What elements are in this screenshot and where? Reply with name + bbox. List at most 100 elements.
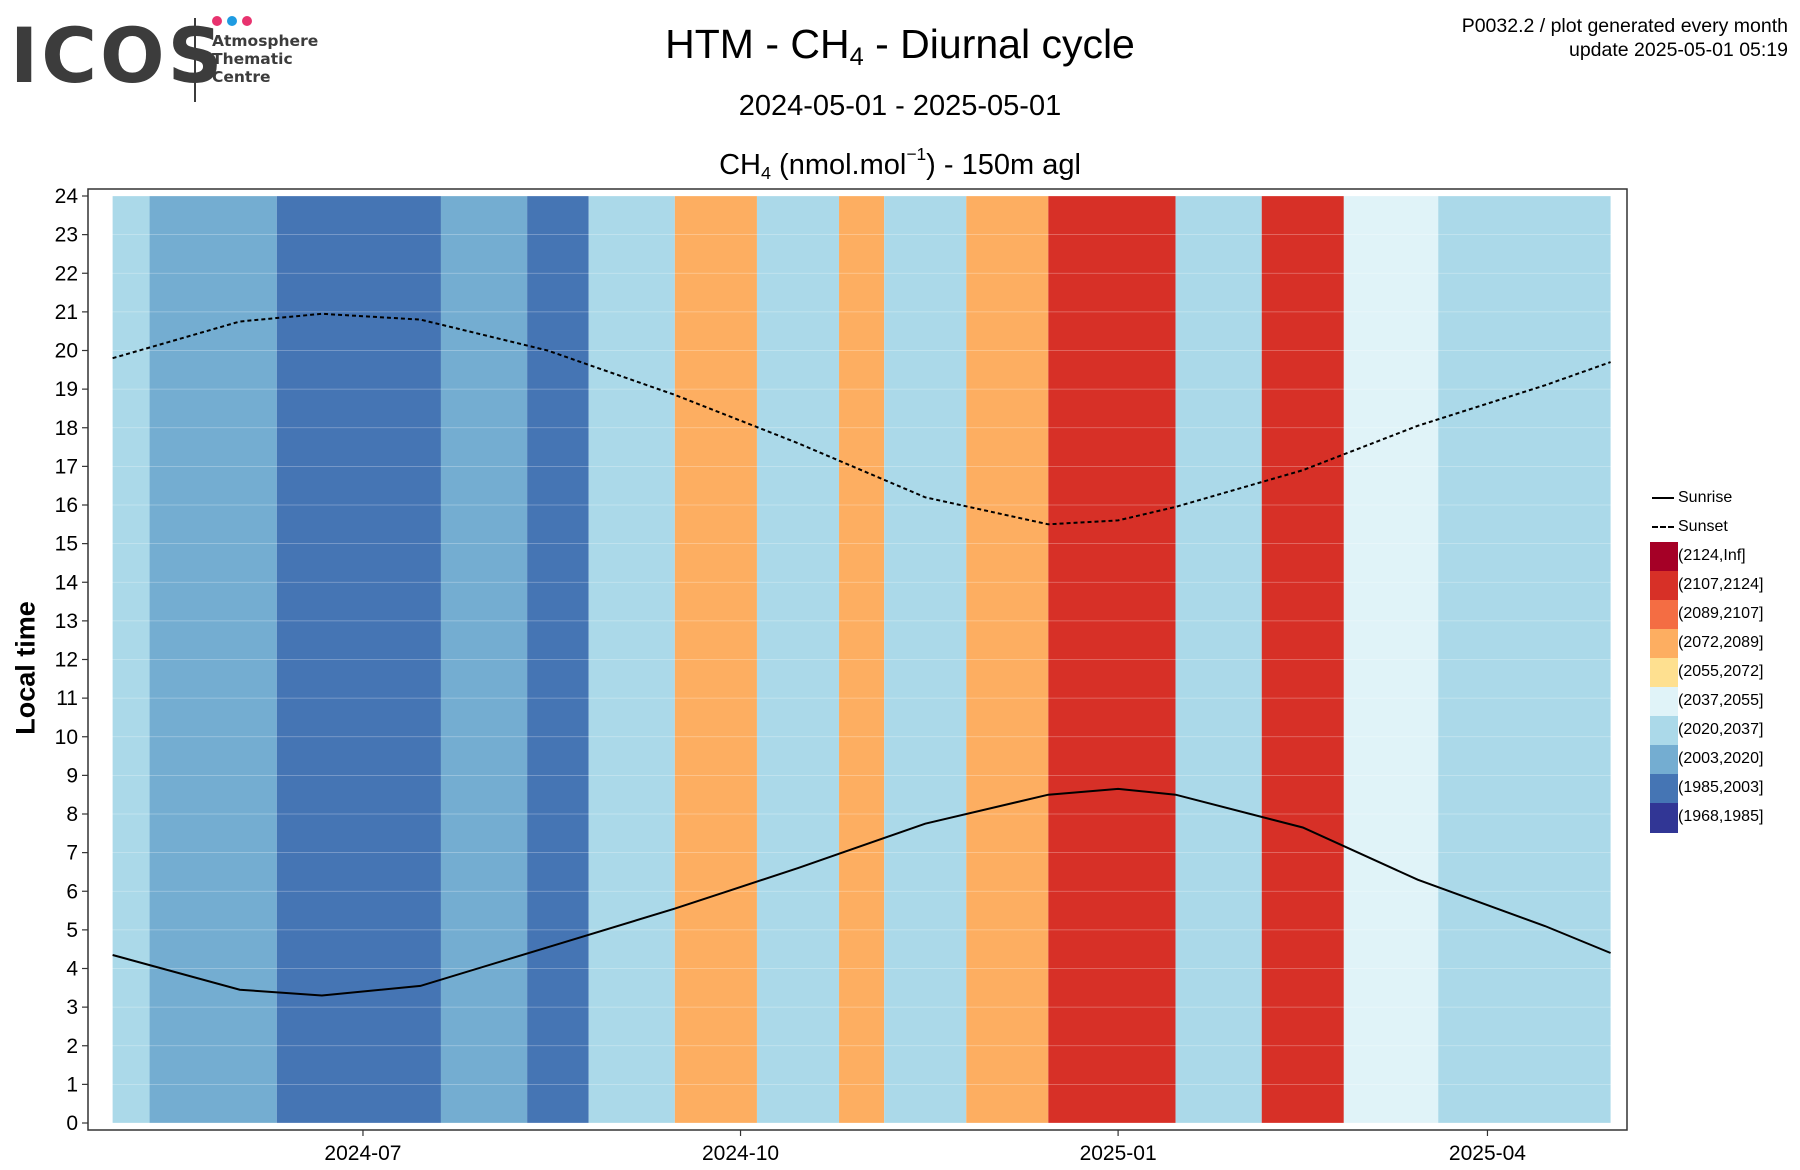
chart-subtitle: CH4 (nmol.mol−1) - 150m agl (0, 136, 1800, 191)
y-tick-label: 21 (55, 301, 78, 324)
legend-label: (1985,2003] (1678, 779, 1764, 796)
y-tick-label: 24 (55, 185, 79, 208)
legend-swatch (1650, 658, 1678, 688)
logo-dots-icon (212, 16, 252, 26)
logo-dot (212, 16, 222, 26)
y-tick-label: 7 (66, 842, 78, 865)
y-tick-label: 0 (66, 1112, 78, 1135)
title-suffix: - Diurnal cycle (863, 21, 1135, 67)
icos-logo: ICOS (10, 11, 226, 100)
heatmap-cell (839, 196, 885, 1123)
sunset-line-swatch (1652, 526, 1674, 528)
chart-title: HTM - CH4 - Diurnal cycle (0, 20, 1800, 81)
y-tick-label: 4 (66, 958, 78, 981)
legend-class-item: (2089,2107] (1649, 600, 1799, 630)
x-tick-label: 2025-04 (1449, 1142, 1526, 1165)
legend-swatch (1650, 571, 1678, 601)
heatmap-cell (1438, 196, 1611, 1123)
legend-swatch (1650, 803, 1678, 833)
logo-subtitle: Atmosphere Thematic Centre (212, 32, 318, 86)
legend-label: (2107,2124] (1678, 576, 1764, 593)
heatmap-cell (674, 196, 757, 1123)
heatmap-cell (276, 196, 441, 1123)
logo-dot (242, 16, 252, 26)
legend-label: (2003,2020] (1678, 750, 1764, 767)
y-tick-label: 15 (55, 533, 78, 556)
y-tick-label: 11 (56, 687, 78, 710)
logo-sub-line: Atmosphere (212, 32, 319, 50)
legend-class-item: (2072,2089] (1649, 629, 1799, 659)
y-tick-label: 6 (66, 880, 78, 903)
y-tick-label: 8 (66, 803, 78, 826)
legend-class-item: (1968,1985] (1649, 803, 1799, 833)
sunrise-line (112, 787, 1611, 997)
legend-label: (2055,2072] (1678, 663, 1764, 680)
subtitle-superscript: −1 (906, 144, 927, 164)
legend-label: (2037,2055] (1678, 692, 1764, 709)
heatmap-cell (966, 196, 1049, 1123)
heatmap-cell (1261, 196, 1344, 1123)
x-tick-label: 2025-01 (1080, 1142, 1157, 1165)
legend-line-item: Sunset (1649, 513, 1799, 542)
title-prefix: HTM - CH (665, 21, 850, 67)
y-tick-label: 5 (66, 919, 78, 942)
heatmap-cell (440, 196, 528, 1123)
title-subscript: 4 (849, 43, 864, 72)
legend-class-item: (2124,Inf] (1649, 542, 1799, 572)
y-tick-label: 23 (55, 224, 78, 247)
legend-class-item: (1985,2003] (1649, 774, 1799, 804)
legend-swatch (1650, 716, 1678, 746)
legend-swatch (1650, 542, 1678, 572)
legend-line-item: Sunrise (1649, 484, 1799, 513)
legend: Sunrise Sunset (2124,Inf] (2107,2124] (2089,… (1649, 484, 1799, 833)
y-tick-label: 20 (55, 340, 78, 363)
heatmap-cell (112, 196, 150, 1123)
y-tick-label: 9 (66, 764, 78, 787)
y-tick-label: 13 (55, 610, 78, 633)
legend-label: (2089,2107] (1678, 605, 1764, 622)
legend-label: (2020,2037] (1678, 721, 1764, 738)
y-tick-label: 17 (55, 455, 78, 478)
heatmap-cell (884, 196, 967, 1123)
sunset-line (112, 312, 1611, 526)
legend-swatch (1650, 687, 1678, 717)
y-tick-label: 22 (55, 262, 78, 285)
plot-info-line: P0032.2 / plot generated every month (1461, 15, 1788, 37)
y-tick-label: 14 (55, 571, 79, 594)
subtitle-suffix: ) - 150m agl (926, 148, 1081, 181)
legend-swatch (1650, 600, 1678, 630)
legend-class-item: (2107,2124] (1649, 571, 1799, 601)
sun-curves (112, 312, 1611, 997)
y-tick-label: 18 (55, 417, 78, 440)
logo-sub-line: Centre (212, 68, 271, 86)
x-tick-label: 2024-07 (324, 1142, 401, 1165)
legend-swatch (1650, 629, 1678, 659)
logo-sub-line: Thematic (212, 50, 293, 68)
x-tick-label: 2024-10 (702, 1142, 779, 1165)
y-tick-label: 3 (66, 996, 78, 1019)
legend-label: (1968,1985] (1678, 808, 1764, 825)
heatmap-cell (756, 196, 840, 1123)
grid-lines (88, 195, 1627, 1124)
plot-info: P0032.2 / plot generated every month upd… (1462, 14, 1788, 62)
heatmap-cells (112, 196, 1611, 1123)
y-tick-label: 16 (55, 494, 78, 517)
legend-class-item: (2037,2055] (1649, 687, 1799, 717)
y-tick-label: 19 (55, 378, 78, 401)
date-range: 2024-05-01 - 2025-05-01 (738, 90, 1062, 122)
heatmap-cell (149, 196, 277, 1123)
plot-info-update: update 2025-05-01 05:19 (1568, 39, 1788, 61)
legend-class-item: (2003,2020] (1649, 745, 1799, 775)
heatmap-cell (588, 196, 675, 1123)
legend-label: (2072,2089] (1678, 634, 1764, 651)
heatmap-cell (1343, 196, 1439, 1123)
y-axis-title: Local time (6, 558, 46, 778)
heatmap-cell (527, 196, 589, 1123)
legend-swatch (1650, 745, 1678, 775)
y-tick-label: 2 (66, 1035, 78, 1058)
legend-class-item: (2055,2072] (1649, 658, 1799, 688)
x-axis: 2024-07 2024-10 2025-01 2025-04 (324, 1130, 1526, 1165)
legend-label: (2124,Inf] (1678, 547, 1746, 564)
